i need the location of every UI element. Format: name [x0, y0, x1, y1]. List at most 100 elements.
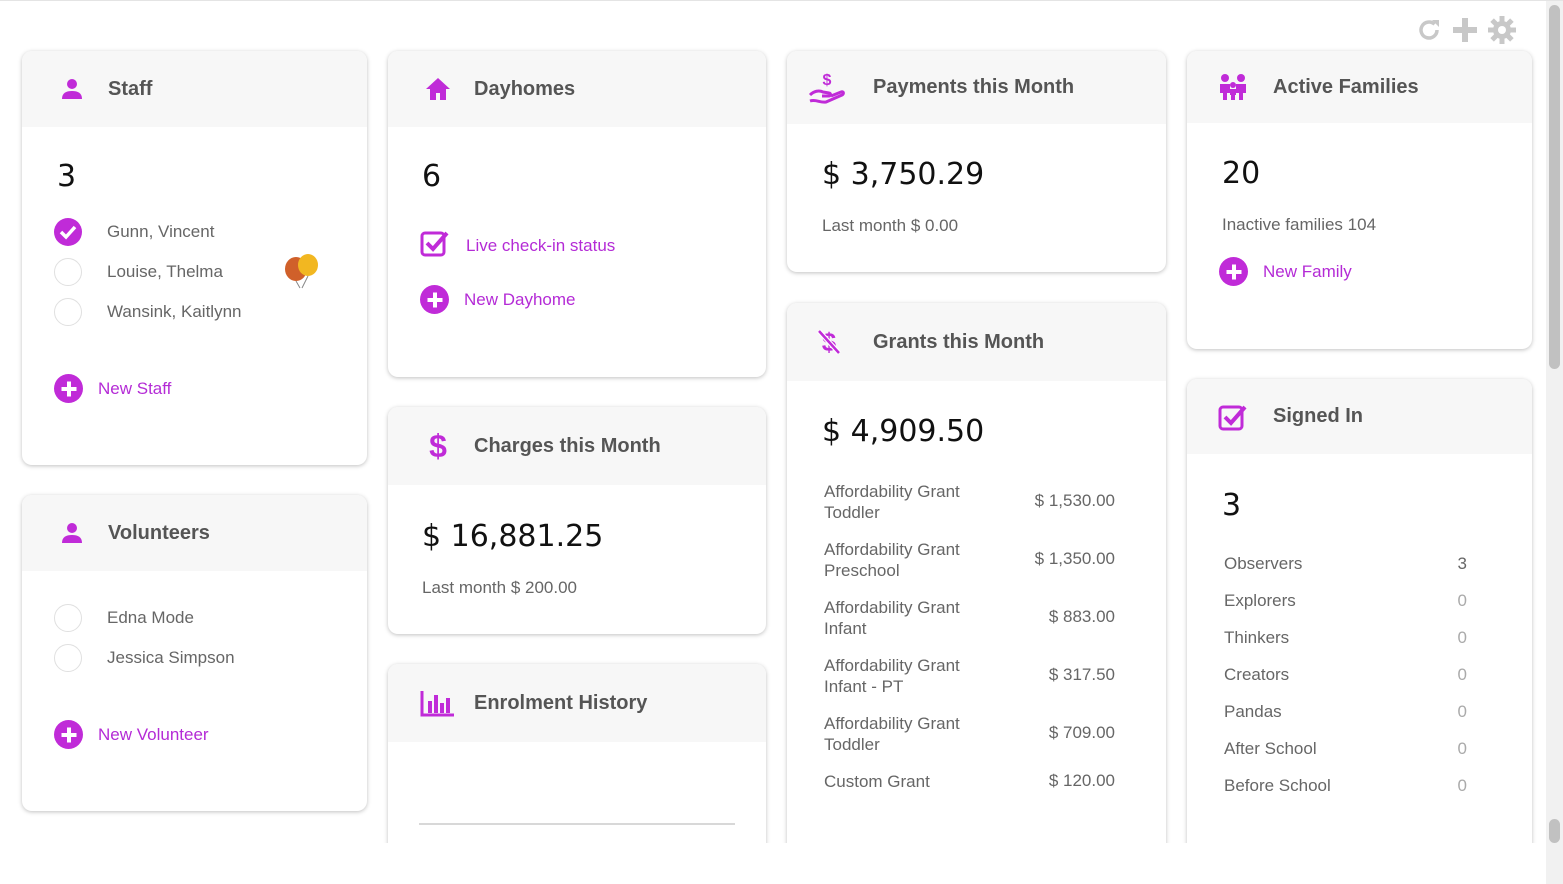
- class-count: 0: [1457, 702, 1467, 721]
- families-title: Active Families: [1273, 75, 1419, 98]
- charges-title: Charges this Month: [474, 434, 661, 457]
- vertical-scrollbar[interactable]: [1546, 1, 1563, 884]
- payments-amount: $ 3,750.29: [822, 157, 985, 192]
- enrolment-chart-axis: [419, 823, 735, 825]
- scrollbar-thumb-lower[interactable]: [1549, 819, 1560, 843]
- person-icon: [54, 515, 90, 551]
- new-volunteer-label[interactable]: New Volunteer: [98, 724, 209, 744]
- grant-name: Affordability Grant Toddler: [824, 482, 960, 522]
- signed-in-count: 3: [1222, 488, 1242, 523]
- grant-value: $ 709.00: [1048, 723, 1115, 742]
- plus-circle-icon[interactable]: [1219, 257, 1248, 286]
- grant-value: $ 1,530.00: [1034, 491, 1115, 510]
- grant-row: Affordability Grant Infant $ 883.00: [824, 597, 1124, 639]
- dayhomes-card: Dayhomes 6 Live check-in status New Dayh…: [388, 51, 766, 377]
- grant-value: $ 1,350.00: [1034, 549, 1115, 568]
- inactive-families: Inactive families 104: [1222, 215, 1377, 234]
- payments-title: Payments this Month: [873, 76, 1075, 98]
- status-circle[interactable]: [54, 298, 82, 326]
- plus-circle-icon[interactable]: [54, 720, 83, 749]
- balloons-icon: [282, 251, 322, 296]
- person-icon: [54, 71, 90, 107]
- new-staff-label[interactable]: New Staff: [98, 378, 172, 398]
- class-count: 0: [1457, 591, 1467, 610]
- dayhomes-card-header: Dayhomes: [388, 51, 766, 127]
- new-family-label[interactable]: New Family: [1263, 261, 1352, 281]
- grant-value: $ 883.00: [1048, 607, 1115, 626]
- plus-circle-icon[interactable]: [54, 374, 83, 403]
- grant-value: $ 120.00: [1048, 771, 1115, 790]
- class-row[interactable]: Before School 0: [1224, 776, 1467, 796]
- check-circle-icon[interactable]: [54, 218, 82, 246]
- class-row[interactable]: Pandas 0: [1224, 702, 1467, 722]
- page-bottom-area: [0, 843, 1546, 884]
- volunteer-name: Edna Mode: [107, 608, 194, 627]
- new-volunteer-link[interactable]: New Volunteer: [54, 720, 209, 749]
- signed-in-title: Signed In: [1273, 405, 1363, 427]
- volunteer-name: Jessica Simpson: [107, 648, 235, 667]
- staff-item[interactable]: Gunn, Vincent: [54, 218, 214, 246]
- grants-card: $ Grants this Month $ 4,909.50 Affordabi…: [787, 303, 1166, 864]
- svg-text:$: $: [429, 430, 447, 462]
- status-circle[interactable]: [54, 258, 82, 286]
- enrolment-title: Enrolment History: [474, 691, 648, 714]
- charges-amount: $ 16,881.25: [422, 519, 604, 554]
- class-row[interactable]: Observers 3: [1224, 554, 1467, 574]
- volunteers-title: Volunteers: [108, 521, 210, 544]
- dayhomes-title: Dayhomes: [474, 77, 576, 100]
- staff-item[interactable]: Wansink, Kaitlynn: [54, 298, 241, 326]
- class-row[interactable]: Explorers 0: [1224, 591, 1467, 611]
- grant-name: Affordability Grant Toddler: [824, 714, 960, 754]
- bar-chart-icon: [420, 685, 456, 721]
- new-dayhome-link[interactable]: New Dayhome: [420, 285, 576, 314]
- live-checkin-link[interactable]: Live check-in status: [420, 229, 615, 262]
- staff-item[interactable]: Louise, Thelma: [54, 258, 223, 286]
- grant-row: Affordability Grant Infant - PT $ 317.50: [824, 655, 1124, 697]
- gear-icon[interactable]: [1487, 15, 1517, 50]
- staff-card: Staff 3 Gunn, Vincent Louise, Thelma Wan…: [22, 51, 367, 465]
- volunteers-card: Volunteers Edna Mode Jessica Simpson New…: [22, 495, 367, 811]
- class-count: 0: [1457, 665, 1467, 684]
- class-name: Observers: [1224, 554, 1303, 573]
- checkbox-icon[interactable]: [420, 229, 450, 262]
- grants-amount: $ 4,909.50: [822, 414, 985, 449]
- payments-card: $ Payments this Month $ 3,750.29 Last mo…: [787, 51, 1166, 272]
- svg-text:$: $: [823, 72, 832, 89]
- class-count: 0: [1457, 776, 1467, 795]
- grant-row: Custom Grant $ 120.00: [824, 771, 1124, 792]
- grant-name: Affordability Grant Infant: [824, 598, 960, 638]
- grant-value: $ 317.50: [1048, 665, 1115, 684]
- payments-last-month: Last month $ 0.00: [822, 216, 959, 235]
- grant-row: Affordability Grant Toddler $ 1,530.00: [824, 481, 1124, 523]
- payments-card-header: $ Payments this Month: [787, 51, 1166, 124]
- grants-title: Grants this Month: [873, 330, 1045, 353]
- class-count: 0: [1457, 628, 1467, 647]
- volunteer-item[interactable]: Edna Mode: [54, 604, 194, 632]
- scrollbar-thumb[interactable]: [1549, 5, 1560, 369]
- class-row[interactable]: After School 0: [1224, 739, 1467, 759]
- grant-row: Affordability Grant Preschool $ 1,350.00: [824, 539, 1124, 581]
- class-name: Creators: [1224, 665, 1290, 684]
- status-circle[interactable]: [54, 644, 82, 672]
- volunteer-item[interactable]: Jessica Simpson: [54, 644, 235, 672]
- dollar-icon: $: [420, 428, 456, 464]
- class-count: 0: [1457, 739, 1467, 758]
- new-staff-link[interactable]: New Staff: [54, 374, 171, 403]
- staff-name: Wansink, Kaitlynn: [107, 302, 242, 321]
- dayhomes-count: 6: [422, 159, 442, 194]
- plus-circle-icon[interactable]: [420, 285, 449, 314]
- status-circle[interactable]: [54, 604, 82, 632]
- staff-name: Louise, Thelma: [107, 262, 223, 281]
- class-row[interactable]: Creators 0: [1224, 665, 1467, 685]
- top-toolbar: [1415, 15, 1517, 50]
- volunteers-card-header: Volunteers: [22, 495, 367, 571]
- families-count: 20: [1222, 156, 1261, 191]
- plus-icon[interactable]: [1451, 16, 1479, 49]
- live-checkin-label[interactable]: Live check-in status: [466, 235, 616, 255]
- new-dayhome-label[interactable]: New Dayhome: [464, 289, 576, 309]
- home-icon: [420, 71, 456, 107]
- class-row[interactable]: Thinkers 0: [1224, 628, 1467, 648]
- new-family-link[interactable]: New Family: [1219, 257, 1352, 286]
- grant-name: Custom Grant: [824, 772, 930, 791]
- refresh-icon[interactable]: [1415, 16, 1443, 49]
